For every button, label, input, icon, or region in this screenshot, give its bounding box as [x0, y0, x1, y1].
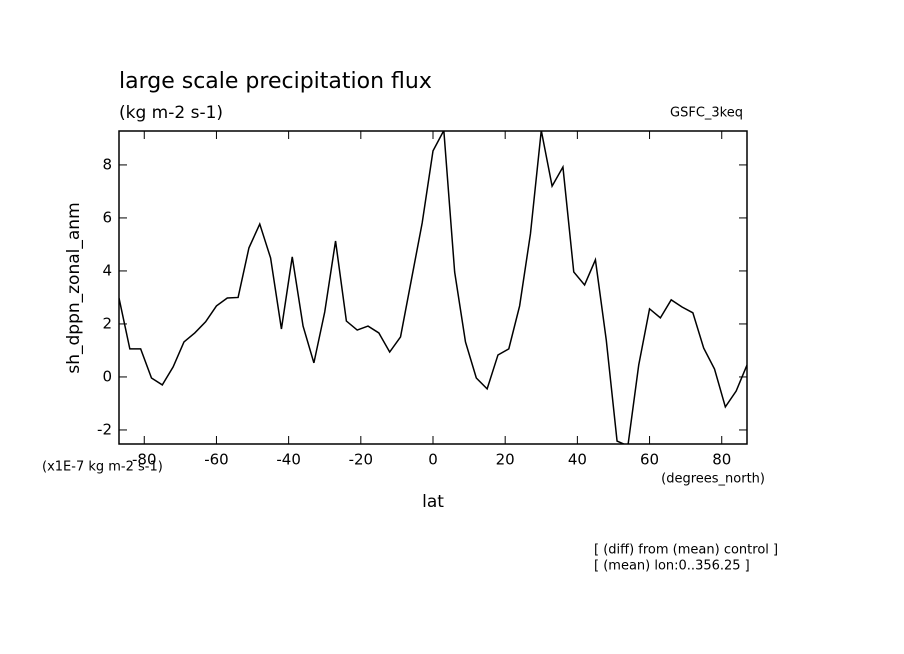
x-tick-label: -80 [132, 451, 157, 469]
y-tick-label: 8 [102, 155, 112, 173]
x-tick-label: 60 [640, 451, 659, 469]
chart-subtitle: (kg m-2 s-1) [119, 103, 223, 123]
x-tick-label: 0 [428, 451, 438, 469]
y-tick-label: -2 [97, 420, 112, 438]
y-units: (x1E-7 kg m-2 s-1) [42, 460, 163, 475]
experiment-label: GSFC_3keq [670, 106, 743, 121]
y-tick-label: 0 [102, 367, 112, 385]
chart-title: large scale precipitation flux [119, 69, 432, 94]
y-axis-label: sh_dppn_zonal_anm [64, 202, 84, 373]
x-tick-label: -40 [276, 451, 301, 469]
x-tick-label: -60 [204, 451, 229, 469]
x-tick-label: 20 [496, 451, 515, 469]
x-axis-label: lat [422, 492, 444, 512]
note: [ (mean) lon:0..356.25 ] [594, 559, 750, 574]
y-tick-label: 4 [102, 261, 112, 279]
plot-frame [118, 130, 748, 445]
y-tick-label: 2 [102, 314, 112, 332]
y-tick-label: 6 [102, 208, 112, 226]
x-units: (degrees_north) [661, 472, 765, 487]
x-tick-label: 40 [568, 451, 587, 469]
note: [ (diff) from (mean) control ] [594, 543, 778, 558]
x-tick-label: -20 [349, 451, 374, 469]
x-tick-label: 80 [712, 451, 731, 469]
data-line [119, 131, 747, 444]
